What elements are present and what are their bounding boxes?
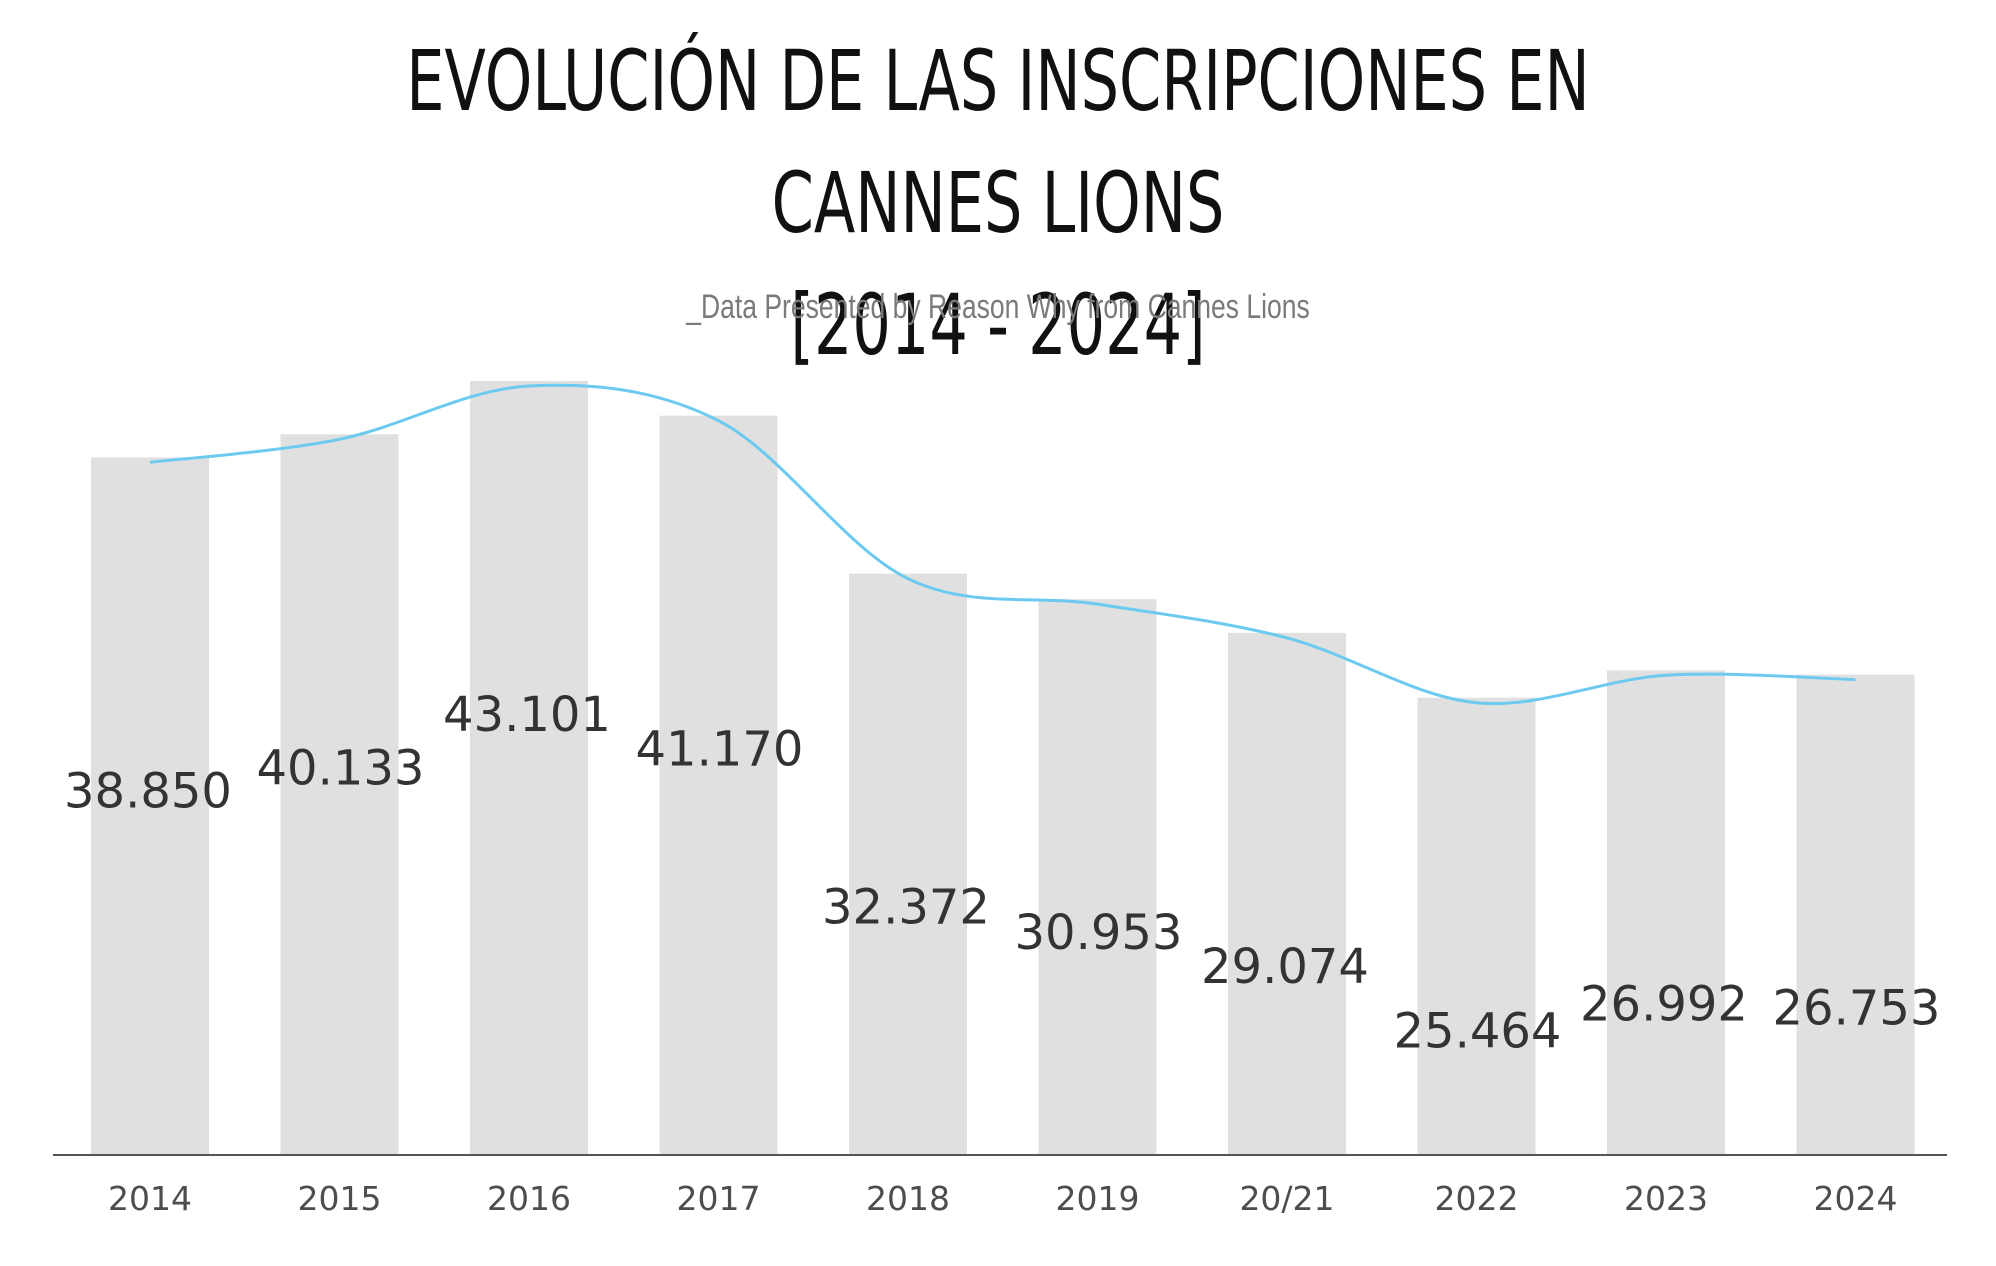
value-label: 26.753 [1773, 981, 1941, 1037]
x-tick-label: 20/21 [1239, 1179, 1334, 1218]
value-label: 41.170 [636, 722, 804, 778]
bar-2018 [849, 573, 967, 1155]
chart-title-line-1: EVOLUCIÓN DE LAS INSCRIPCIONES EN CANNES… [406, 32, 1590, 252]
bar-20/21 [1228, 632, 1346, 1155]
x-tick-label: 2022 [1435, 1179, 1519, 1218]
bar-2024 [1796, 674, 1915, 1155]
x-tick-label: 2023 [1624, 1179, 1708, 1218]
bar-2022 [1417, 697, 1536, 1155]
x-tick-label: 2014 [108, 1179, 192, 1218]
x-tick-label: 2015 [298, 1179, 382, 1218]
x-tick-label: 2018 [866, 1179, 950, 1218]
x-tick-label: 2019 [1056, 1179, 1140, 1218]
x-tick-label: 2024 [1814, 1179, 1898, 1218]
value-label: 38.850 [64, 763, 232, 819]
value-label: 32.372 [822, 880, 990, 936]
value-label: 25.464 [1394, 1004, 1562, 1060]
bar-2015 [280, 434, 399, 1155]
bar-2017 [659, 415, 778, 1156]
x-tick-label: 2016 [487, 1179, 571, 1218]
chart-title-line-2: [2014 - 2024] [790, 276, 1206, 374]
trend-line [149, 383, 1856, 706]
chart-title: EVOLUCIÓN DE LAS INSCRIPCIONES EN CANNES… [279, 20, 1716, 386]
bar-2023 [1607, 670, 1725, 1155]
chart-subtitle: _Data Presented by Reason Why from Canne… [686, 288, 1310, 326]
bar-2019 [1038, 599, 1157, 1155]
value-label: 26.992 [1580, 976, 1748, 1032]
value-label: 43.101 [443, 687, 611, 743]
value-label: 30.953 [1015, 905, 1183, 961]
bar-2014 [91, 457, 209, 1155]
bar-2016 [470, 381, 588, 1155]
value-label: 40.133 [257, 740, 425, 796]
value-label: 29.074 [1201, 939, 1369, 995]
x-tick-label: 2017 [677, 1179, 761, 1218]
